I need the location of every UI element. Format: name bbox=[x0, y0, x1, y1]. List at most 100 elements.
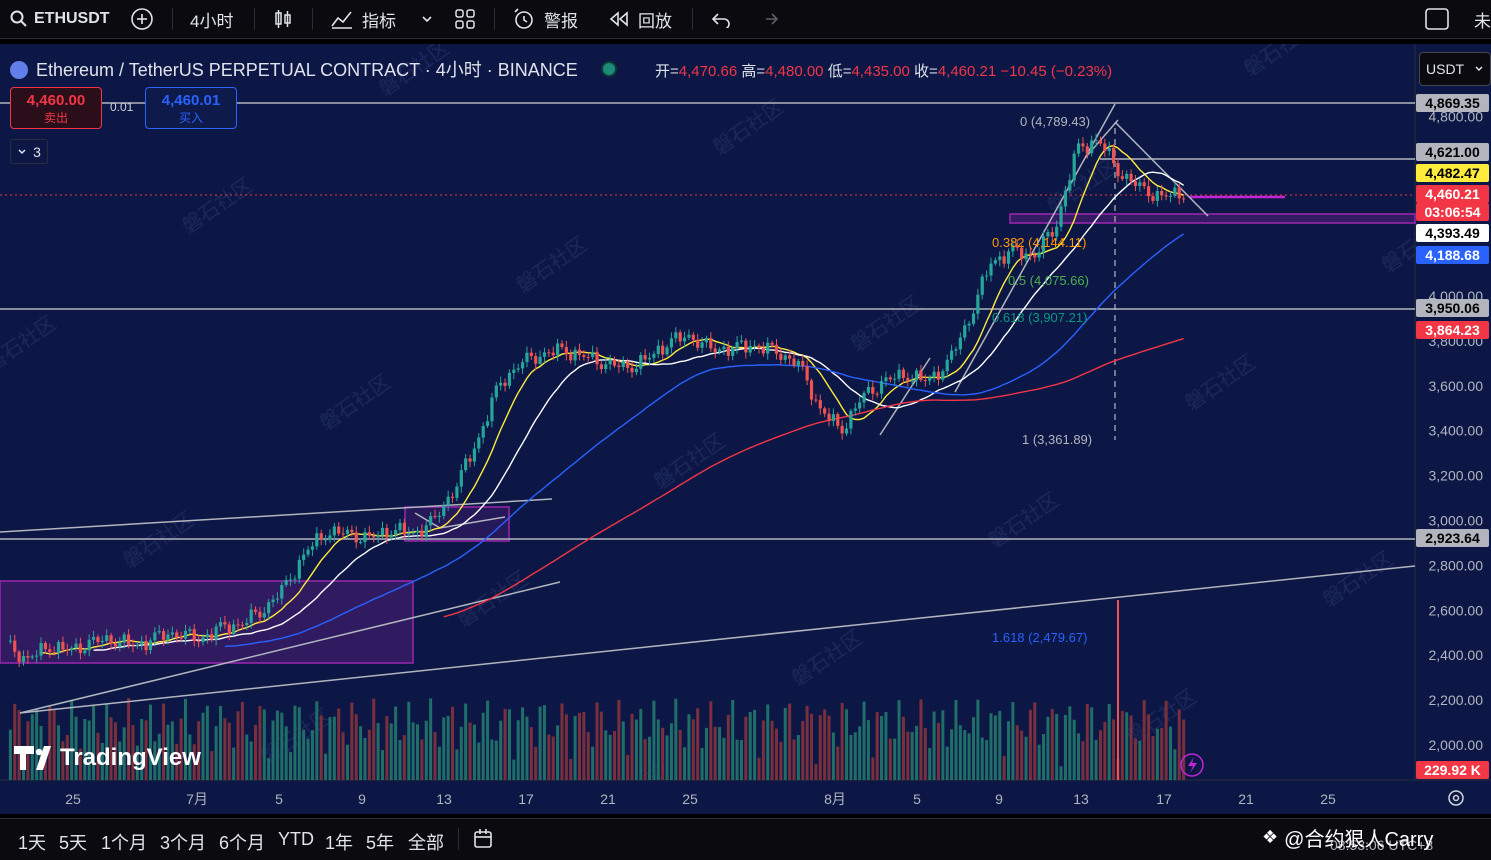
range-5d[interactable]: 5天 bbox=[59, 833, 88, 853]
volume-bar bbox=[345, 744, 349, 780]
date-range-button[interactable] bbox=[472, 827, 496, 856]
volume-bar bbox=[683, 747, 687, 780]
volume-bar bbox=[481, 712, 485, 780]
volume-bar bbox=[464, 703, 468, 780]
replay-button[interactable]: 回放 bbox=[608, 0, 672, 38]
volume-bar bbox=[731, 699, 735, 780]
volume-bar bbox=[411, 722, 415, 780]
range-ytd[interactable]: YTD bbox=[278, 829, 314, 849]
search-icon bbox=[10, 10, 27, 27]
undo-icon bbox=[711, 13, 730, 28]
alerts-button[interactable]: 警报 bbox=[512, 0, 578, 38]
candle-body bbox=[420, 530, 424, 537]
sell-button[interactable]: 4,460.00 卖出 bbox=[10, 87, 102, 129]
undo-button[interactable] bbox=[710, 0, 732, 38]
candle-body bbox=[753, 345, 757, 347]
volume-bar bbox=[1024, 736, 1028, 780]
layouts-button[interactable] bbox=[454, 0, 476, 38]
volume-bar bbox=[232, 747, 236, 780]
candle-body bbox=[205, 634, 209, 638]
candle-body bbox=[717, 349, 722, 353]
fib-label-0382: 0.382 (4,144.11) bbox=[992, 235, 1086, 250]
range-6m[interactable]: 6个月 bbox=[219, 833, 266, 853]
range-all[interactable]: 全部 bbox=[408, 833, 444, 853]
time-axis[interactable]: 25 7月 5 9 13 17 21 25 8月 5 9 13 17 21 25 bbox=[65, 791, 1336, 807]
collapse-indicators-button[interactable]: 3 bbox=[10, 139, 48, 164]
x-tick-label: 17 bbox=[1156, 791, 1172, 807]
chart-title-row: Ethereum / TetherUS PERPETUAL CONTRACT ·… bbox=[10, 56, 617, 82]
range-1m[interactable]: 1个月 bbox=[101, 833, 148, 853]
candle-body bbox=[879, 381, 884, 394]
range-3m[interactable]: 3个月 bbox=[160, 833, 207, 853]
volume-bar bbox=[696, 708, 700, 780]
tradingview-logo[interactable]: TradingView bbox=[14, 744, 201, 771]
price-axis-labels: 4,869.35 4,621.00 4,482.47 4,460.21 03:06:54… bbox=[1416, 94, 1489, 779]
candle-body bbox=[485, 421, 490, 426]
symbol-search[interactable]: ETHUSDT bbox=[10, 0, 110, 38]
candle-body bbox=[240, 624, 244, 626]
volume-bar bbox=[604, 730, 608, 780]
range-1d[interactable]: 1天 bbox=[18, 833, 47, 853]
volume-bar bbox=[906, 731, 910, 780]
sell-label: 卖出 bbox=[43, 111, 68, 125]
indicators-label: 指标 bbox=[362, 11, 396, 31]
candle-body bbox=[901, 369, 906, 378]
candle-body bbox=[1138, 182, 1142, 187]
fib-label-1: 1 (3,361.89) bbox=[1022, 432, 1092, 447]
chart-canvas[interactable]: 磐石社区 bbox=[0, 44, 1491, 814]
redo-button[interactable] bbox=[758, 0, 780, 38]
candle-body bbox=[499, 382, 503, 386]
diamond-icon: ❖ bbox=[1262, 827, 1279, 847]
volume-bar bbox=[1142, 700, 1146, 780]
price-tag-text: 2,923.64 bbox=[1425, 530, 1480, 546]
candle-body bbox=[21, 656, 26, 662]
candle-body bbox=[669, 338, 674, 348]
fullscreen-button[interactable] bbox=[1424, 0, 1450, 38]
volume-bar bbox=[630, 713, 634, 780]
trendline[interactable] bbox=[0, 498, 553, 533]
chart-area[interactable]: 磐石社区 bbox=[0, 44, 1491, 814]
volume-bar bbox=[275, 710, 279, 780]
trendline[interactable] bbox=[19, 565, 1416, 714]
range-5y[interactable]: 5年 bbox=[366, 833, 395, 853]
candle-body bbox=[310, 546, 315, 550]
clock-time[interactable]: 08:53:06 UTC+8 bbox=[1330, 837, 1434, 853]
range-1y[interactable]: 1年 bbox=[325, 833, 354, 853]
lightning-icon[interactable] bbox=[1180, 753, 1204, 777]
volume-bar bbox=[836, 746, 840, 780]
candle-body bbox=[481, 425, 485, 438]
settings-gear-icon[interactable] bbox=[1448, 790, 1464, 806]
price-tag-text: 4,621.00 bbox=[1425, 144, 1480, 160]
chart-type-button[interactable] bbox=[272, 0, 294, 38]
price-tag-text: 4,460.21 bbox=[1425, 186, 1480, 202]
candle-body bbox=[341, 533, 345, 535]
candle-body bbox=[380, 527, 385, 536]
candle-body bbox=[464, 458, 468, 471]
resistance-zone-box[interactable] bbox=[1009, 213, 1416, 224]
add-symbol-button[interactable] bbox=[130, 0, 154, 38]
candle-body bbox=[512, 369, 516, 373]
chevron-down-icon bbox=[1475, 66, 1483, 72]
trendline[interactable] bbox=[19, 581, 561, 714]
range-bar: 1天 5天 1个月 3个月 6个月 YTD 1年 5年 全部 08:53:06 … bbox=[0, 818, 1491, 860]
candle-body bbox=[884, 377, 888, 382]
indicator-dropdown[interactable] bbox=[420, 0, 434, 38]
volume-bar bbox=[1133, 738, 1137, 780]
volume-bar bbox=[971, 717, 975, 780]
volume-bar bbox=[262, 709, 266, 780]
currency-selector[interactable]: USDT bbox=[1419, 52, 1491, 86]
candle-body bbox=[48, 649, 52, 653]
volume-bar bbox=[188, 734, 192, 780]
interval-button[interactable]: 4小时 bbox=[190, 0, 233, 38]
consolidation-box[interactable] bbox=[0, 580, 414, 664]
candle-body bbox=[985, 275, 989, 277]
candle-body bbox=[442, 505, 446, 516]
volume-bar bbox=[83, 718, 87, 780]
indicators-button[interactable]: 指标 bbox=[330, 0, 396, 38]
candle-body bbox=[556, 343, 560, 356]
buy-button[interactable]: 4,460.01 买入 bbox=[145, 87, 237, 129]
trendline[interactable] bbox=[1114, 121, 1209, 217]
volume-bar bbox=[197, 721, 201, 780]
x-tick-label: 8月 bbox=[824, 791, 846, 807]
volume-bar bbox=[1160, 727, 1164, 780]
